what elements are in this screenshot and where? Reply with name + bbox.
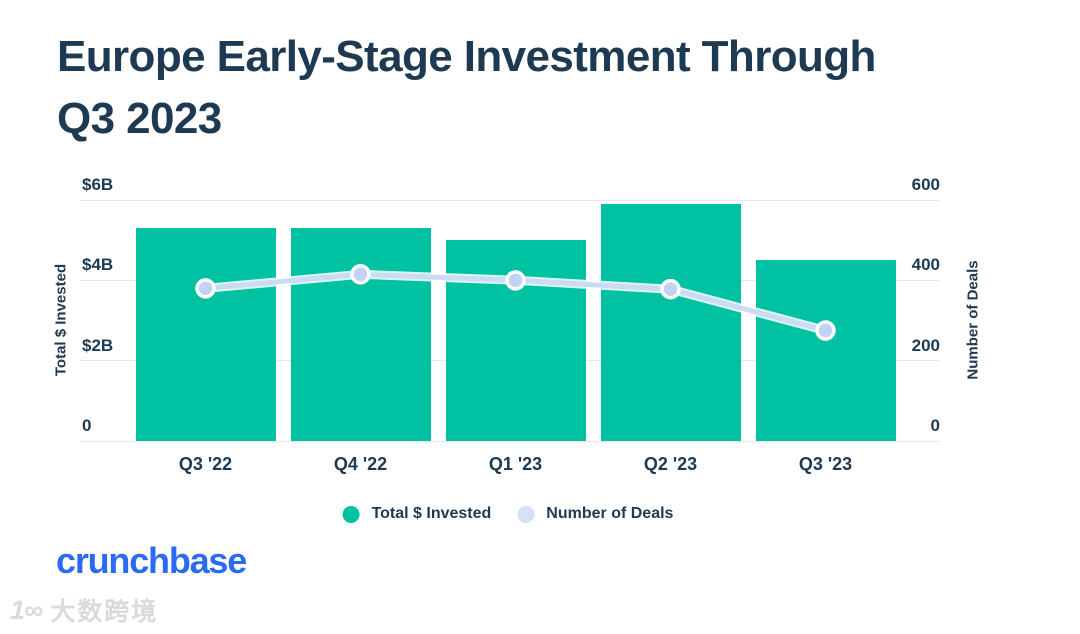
deals-point-Q1 '23 (505, 270, 526, 291)
right-axis-tick: 0 (930, 416, 940, 435)
bar-Q4 '22 (290, 228, 431, 441)
deals-point-Q2 '23 (660, 278, 681, 300)
deals-point-Q4 '22 (350, 264, 371, 285)
watermark-100-icon: 1∞ (10, 594, 43, 625)
title-line-2: Q3 2023 (57, 94, 222, 143)
bar-Q3 '22 (135, 228, 276, 441)
chart-legend: Total $ Invested Number of Deals (342, 505, 673, 523)
x-axis-label: Q3 '22 (178, 454, 233, 474)
right-axis-title: Number of Deals (964, 260, 982, 380)
x-axis-label: Q4 '22 (333, 454, 388, 474)
chart-area: $6B $4B $2B 0 600 400 200 0 Q3 '22 Q4 '22 Q1 '23 Q2… (80, 175, 940, 474)
watermark: 1∞ 大数跨境 (10, 592, 158, 628)
bar-Q3 '23 (755, 260, 896, 441)
title-line-1: Europe Early-Stage Investment Through (57, 32, 876, 81)
bar-Q2 '23 (600, 204, 741, 441)
page-title: Europe Early-Stage Investment Through Q3 … (57, 26, 876, 150)
gridline (80, 199, 940, 201)
right-axis-tick: 400 (911, 255, 940, 275)
legend-item: Number of Deals (517, 505, 673, 523)
legend-item: Total $ Invested (342, 505, 492, 523)
left-axis-tick: $4B (82, 255, 114, 275)
crunchbase-logo: crunchbase (56, 540, 247, 581)
legend-dot-icon (342, 505, 360, 523)
left-axis-tick: $6B (82, 175, 114, 194)
left-axis-tick: 0 (82, 416, 92, 435)
right-axis-tick: 600 (911, 175, 940, 194)
left-axis-tick: $2B (82, 335, 114, 355)
left-axis-title: Total $ Invested (52, 263, 70, 377)
deals-point-Q3 '23 (815, 320, 836, 341)
x-axis-label: Q3 '23 (798, 454, 853, 474)
right-axis-tick: 200 (911, 335, 940, 355)
deals-line-chart (195, 264, 836, 341)
watermark-text: 大数跨境 (50, 598, 159, 626)
legend-label: Number of Deals (546, 505, 674, 522)
deals-point-Q3 '22 (195, 278, 216, 299)
legend-dot-icon (517, 505, 535, 523)
gridline (80, 440, 940, 442)
x-axis-label: Q1 '23 (488, 454, 543, 474)
legend-label: Total $ Invested (371, 505, 492, 522)
x-axis-label: Q2 '23 (643, 454, 698, 474)
